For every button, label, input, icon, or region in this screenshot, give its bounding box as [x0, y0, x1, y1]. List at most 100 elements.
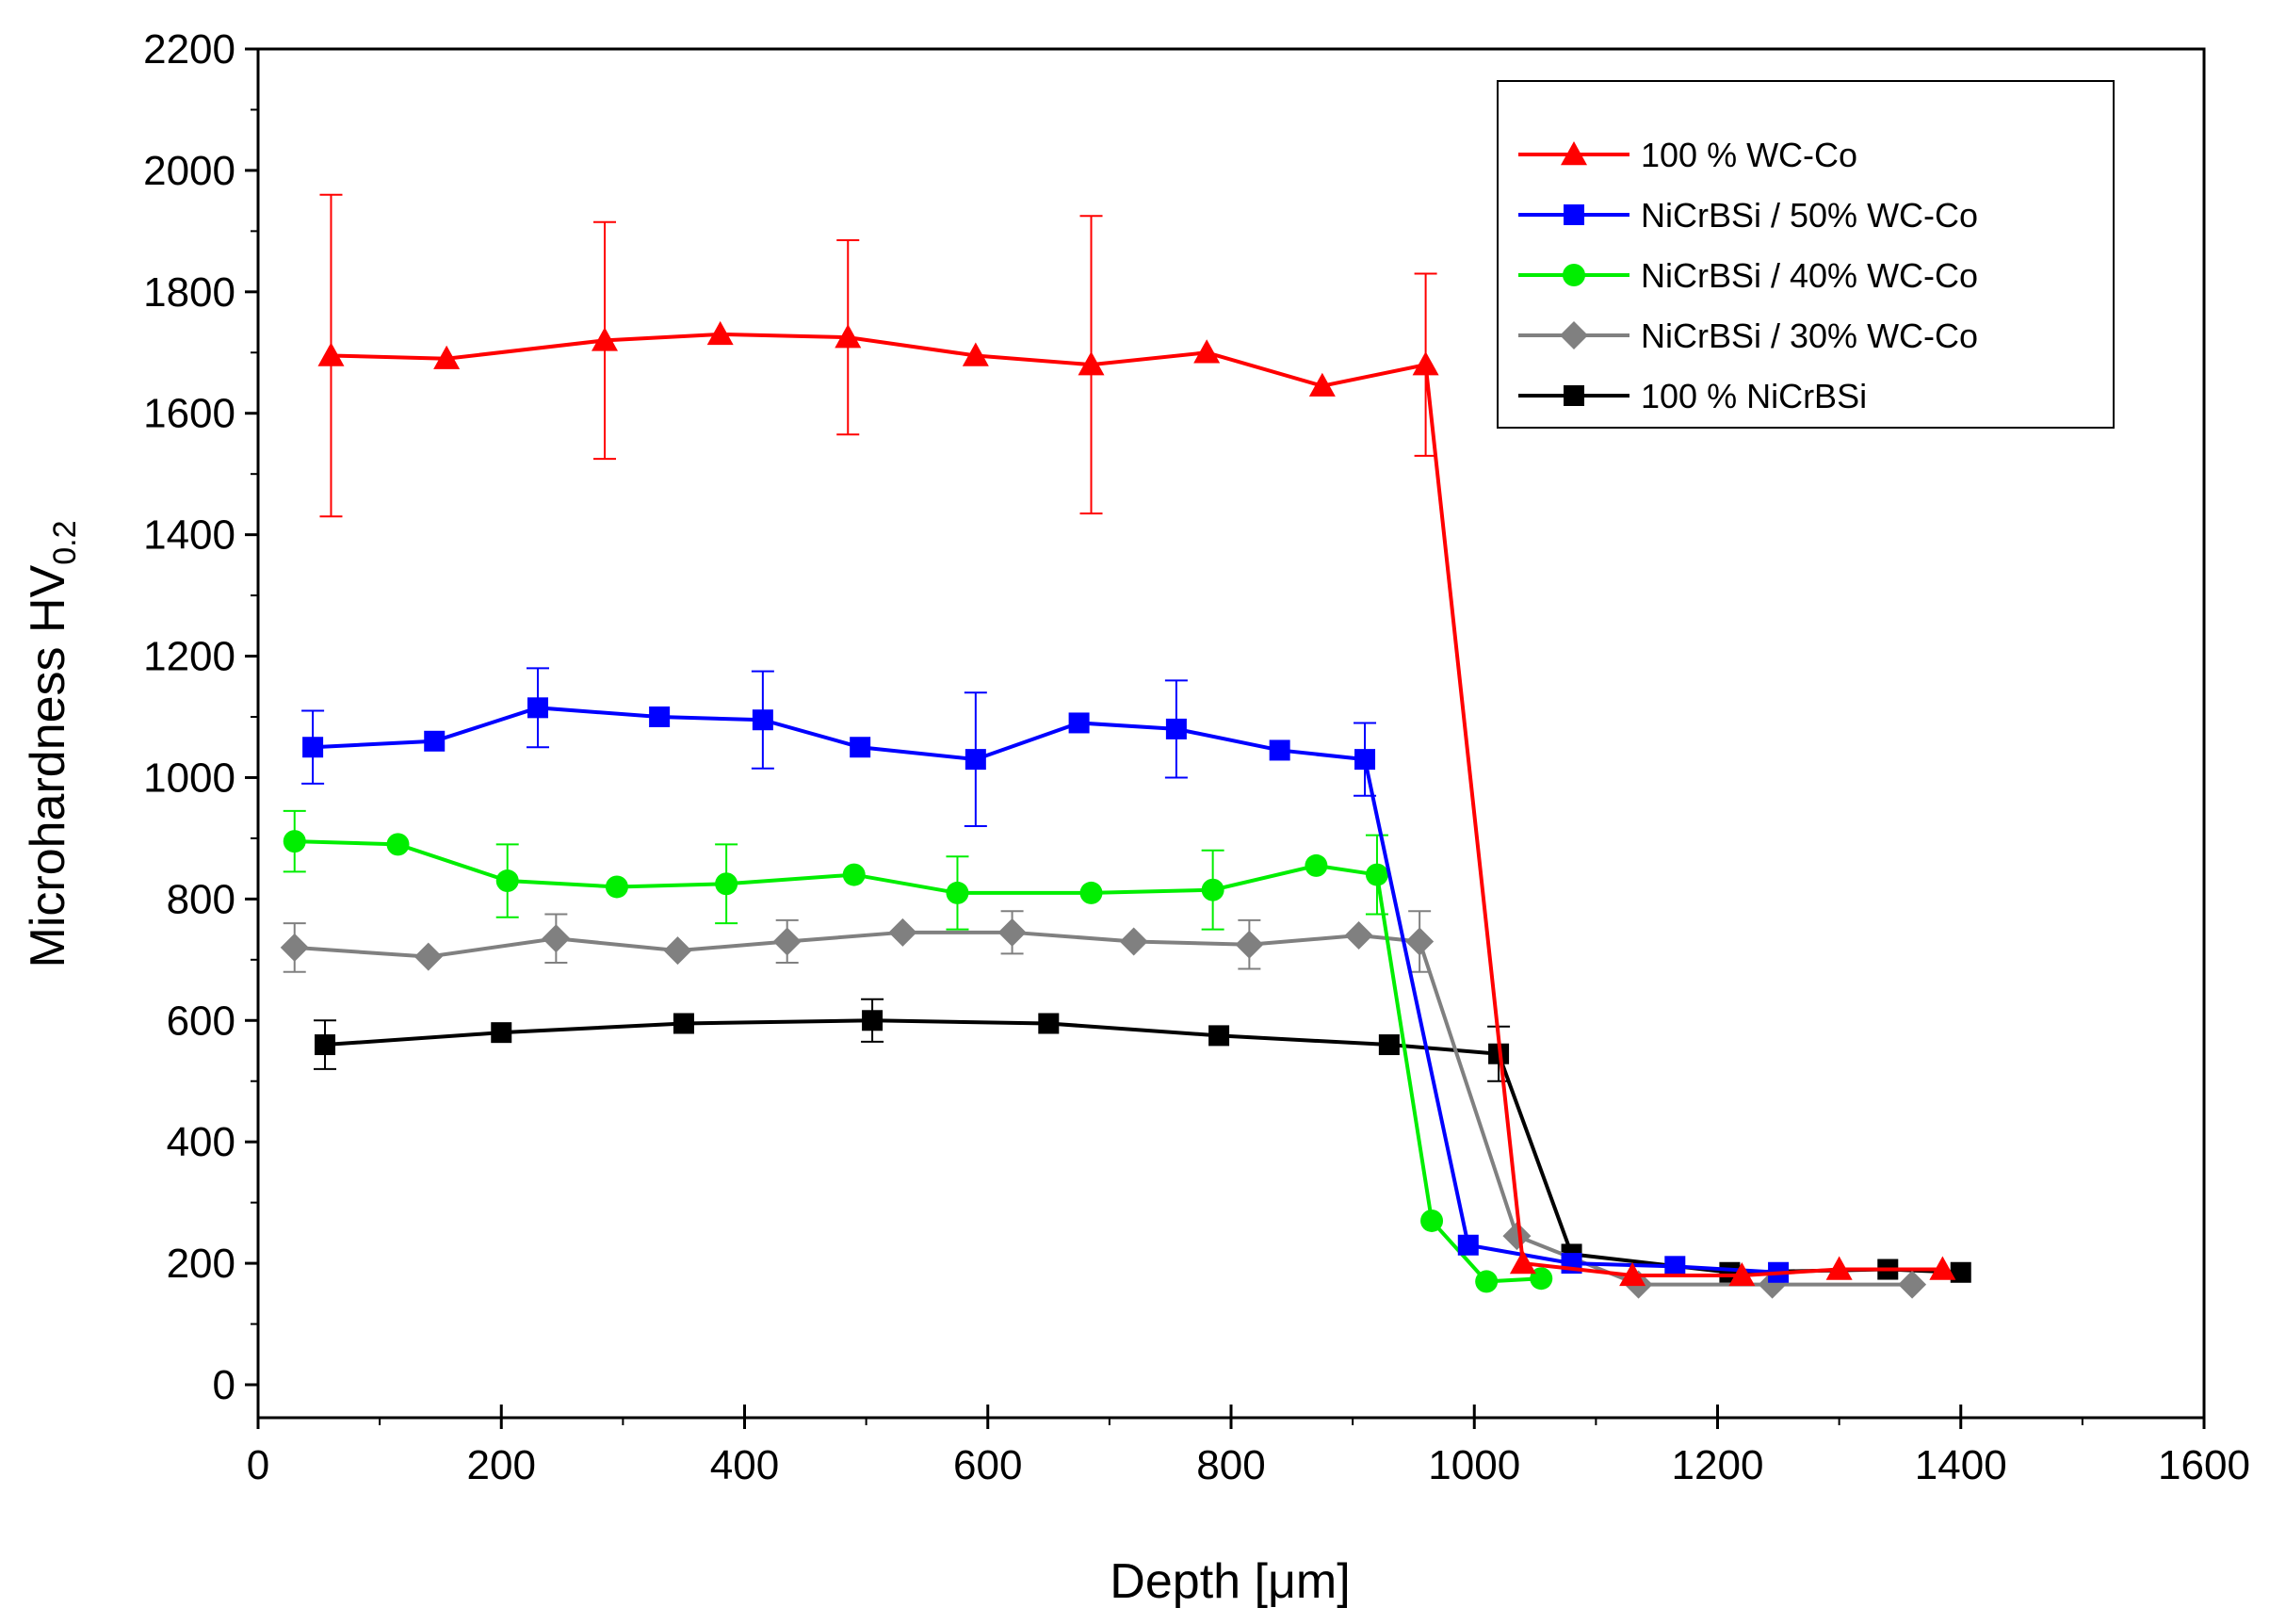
series-line	[324, 1018, 1961, 1275]
y-tick-label: 600	[167, 998, 235, 1044]
data-point	[842, 863, 866, 886]
data-point	[1664, 1256, 1686, 1277]
series-line	[331, 332, 1943, 1277]
x-axis-ticks: 0 200 400 600 800 1000 1200 1400 1600	[247, 1405, 2250, 1488]
data-point	[1898, 1270, 1927, 1299]
legend-item: 100 % NiCrBSi	[1518, 377, 1867, 415]
data-point	[1509, 1250, 1536, 1275]
series-line	[313, 706, 1779, 1275]
legend-item: 100 % WC-Co	[1518, 136, 1857, 174]
legend: 100 % WC-Co NiCrBSi / 50% WC-Co NiCrBSi / …	[1497, 80, 2115, 429]
data-point	[283, 830, 306, 853]
data-point	[424, 730, 446, 752]
data-point	[1412, 351, 1439, 376]
y-tick-label: 400	[167, 1119, 235, 1165]
data-point	[1344, 921, 1373, 950]
data-point	[1308, 372, 1336, 397]
data-point	[1078, 351, 1105, 376]
legend-label: 100 % WC-Co	[1641, 136, 1857, 174]
data-point	[706, 320, 734, 346]
data-point	[752, 709, 773, 731]
y-axis-title: Microhardness HV0.2	[21, 521, 83, 968]
data-point	[542, 924, 571, 953]
data-point	[997, 918, 1027, 947]
series-1	[317, 193, 1956, 1287]
legend-item: NiCrBSi / 50% WC-Co	[1518, 196, 1978, 235]
x-tick-label: 0	[247, 1442, 269, 1488]
y-tick-label: 1400	[143, 512, 235, 559]
data-point	[1728, 1261, 1756, 1287]
legend-items: 100 % WC-Co NiCrBSi / 50% WC-Co NiCrBSi / …	[1518, 136, 1978, 415]
data-point	[962, 342, 989, 366]
series-layer	[280, 193, 1971, 1299]
data-point	[663, 936, 692, 966]
y-tick-label: 2000	[143, 148, 235, 194]
legend-marker	[1564, 204, 1584, 225]
y-tick-label: 1800	[143, 269, 235, 316]
data-point	[1193, 339, 1221, 364]
y-axis-ticks: 0 200 400 600 800 1000 1200 1400 1600 1800 2000 220…	[143, 26, 258, 1408]
data-point	[850, 737, 871, 758]
series-line	[294, 930, 1913, 1287]
legend-marker	[1563, 264, 1585, 286]
legend-label: NiCrBSi / 30% WC-Co	[1641, 317, 1978, 355]
data-point	[1354, 749, 1376, 771]
data-point	[649, 706, 671, 727]
y-tick-label: 1000	[143, 755, 235, 801]
data-point	[1208, 1025, 1230, 1047]
series-3	[283, 809, 1553, 1293]
data-point	[605, 875, 628, 899]
legend-item: NiCrBSi / 30% WC-Co	[1518, 317, 1978, 355]
data-point	[1378, 1034, 1400, 1056]
series-5	[314, 998, 1971, 1283]
y-tick-label: 800	[167, 876, 235, 922]
x-tick-label: 400	[710, 1442, 779, 1488]
data-point	[433, 345, 461, 369]
x-tick-label: 1000	[1428, 1442, 1520, 1488]
data-point	[1038, 1013, 1060, 1034]
data-point	[1079, 881, 1103, 904]
data-point	[1201, 878, 1224, 901]
data-point	[673, 1013, 694, 1034]
data-point	[495, 869, 519, 893]
data-point	[315, 1034, 336, 1056]
legend-marker	[1561, 141, 1587, 166]
data-point	[413, 942, 443, 971]
data-point	[946, 881, 969, 904]
x-tick-label: 200	[467, 1442, 536, 1488]
data-point	[592, 327, 619, 351]
data-point	[1619, 1261, 1646, 1287]
data-point	[1269, 739, 1290, 761]
data-point	[527, 697, 548, 719]
data-point	[965, 749, 986, 771]
data-point	[1235, 930, 1264, 959]
x-tick-label: 1600	[2158, 1442, 2250, 1488]
legend-label: 100 % NiCrBSi	[1641, 377, 1867, 415]
y-tick-label: 0	[213, 1362, 235, 1408]
y-tick-label: 1200	[143, 634, 235, 680]
x-tick-label: 1400	[1915, 1442, 2007, 1488]
data-point	[772, 927, 802, 956]
y-axis-title-main: Microhardness HV	[21, 564, 75, 967]
data-point	[1929, 1256, 1956, 1280]
data-point	[1457, 1234, 1479, 1256]
y-tick-label: 2200	[143, 26, 235, 73]
data-point	[1119, 927, 1148, 956]
series-line	[294, 839, 1542, 1284]
data-point	[1165, 718, 1187, 739]
data-point	[835, 324, 862, 349]
data-point	[1502, 1222, 1532, 1251]
data-point	[888, 918, 917, 947]
legend-label: NiCrBSi / 40% WC-Co	[1641, 256, 1978, 295]
x-tick-label: 800	[1196, 1442, 1265, 1488]
data-point	[491, 1022, 512, 1044]
data-point	[302, 737, 324, 758]
legend-label: NiCrBSi / 50% WC-Co	[1641, 196, 1978, 235]
data-point	[1305, 853, 1328, 877]
legend-item: NiCrBSi / 40% WC-Co	[1518, 256, 1978, 295]
data-point	[280, 933, 309, 962]
x-tick-label: 600	[953, 1442, 1022, 1488]
data-point	[1825, 1256, 1853, 1280]
data-point	[1365, 863, 1388, 886]
